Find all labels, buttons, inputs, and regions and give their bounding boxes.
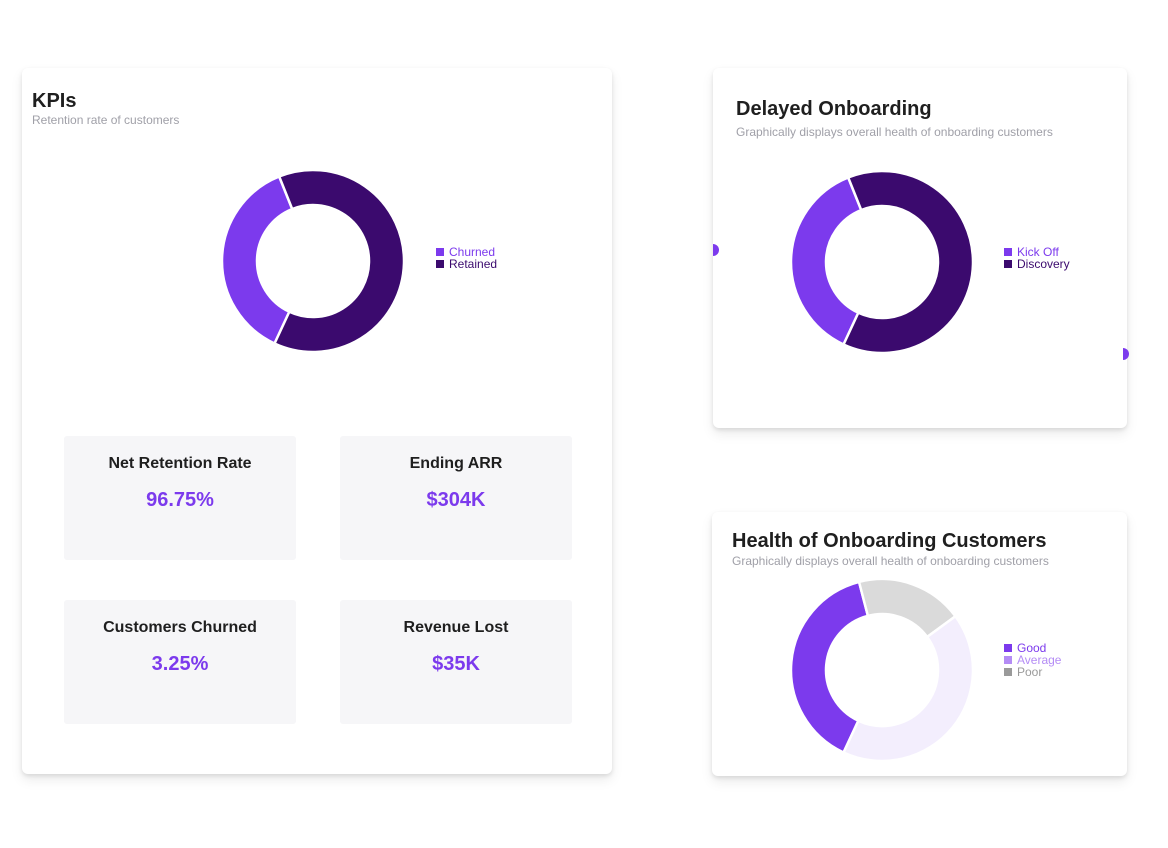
stat-card-net-retention: Net Retention Rate 96.75% [64,436,296,560]
legend-swatch [1004,260,1012,268]
slice-churned [220,174,294,346]
stat-card-customers-churned: Customers Churned 3.25% [64,600,296,724]
legend-swatch [1004,656,1012,664]
health-onboarding-legend: Good Average Poor [1004,642,1061,678]
slice-average [841,614,975,763]
stat-label: Revenue Lost [403,619,509,636]
retention-legend: Churned Retained [436,246,497,270]
health-onboarding-title: Health of Onboarding Customers [732,530,1047,552]
slice-retained [272,168,406,354]
kpis-card: KPIs Retention rate of customers Churned… [22,68,612,774]
slice-kick-off [789,175,863,347]
legend-label: Churned [449,245,496,259]
slice-discovery [841,169,975,355]
stat-label: Ending ARR [409,455,503,472]
legend-item: Poor [1004,666,1061,678]
legend-label: Poor [1017,665,1043,679]
stat-value: $35K [432,653,480,675]
stat-value: 3.25% [151,653,209,675]
legend-item: Kick Off [1004,246,1070,258]
kpis-subtitle: Retention rate of customers [32,113,180,127]
delayed-onboarding-donut-chart [789,169,975,355]
legend-item: Retained [436,258,497,270]
legend-label: Discovery [1017,257,1070,271]
legend-label: Good [1017,641,1047,655]
stat-card-revenue-lost: Revenue Lost $35K [340,600,572,724]
stat-value: 96.75% [146,489,214,511]
delayed-onboarding-card: Delayed Onboarding Graphically displays … [713,68,1127,428]
stat-label: Net Retention Rate [108,455,252,472]
legend-swatch [436,260,444,268]
legend-swatch [1004,644,1012,652]
legend-item: Average [1004,654,1061,666]
legend-swatch [1004,248,1012,256]
legend-label: Kick Off [1017,245,1059,259]
health-onboarding-card: Health of Onboarding Customers Graphical… [712,512,1127,776]
delayed-onboarding-legend: Kick Off Discovery [1004,246,1070,270]
kpis-title: KPIs [32,90,77,112]
decorative-edge [713,244,719,256]
delayed-onboarding-subtitle: Graphically displays overall health of o… [736,125,1053,139]
decorative-edge [1123,348,1129,360]
legend-label: Retained [449,257,498,271]
health-onboarding-subtitle: Graphically displays overall health of o… [732,554,1049,568]
legend-item: Churned [436,246,497,258]
legend-item: Discovery [1004,258,1070,270]
retention-donut-chart [220,168,406,354]
stat-value: $304K [426,489,486,511]
health-onboarding-donut-chart [789,577,975,763]
legend-swatch [1004,668,1012,676]
legend-swatch [436,248,444,256]
stat-card-ending-arr: Ending ARR $304K [340,436,572,560]
stat-label: Customers Churned [103,619,257,636]
slice-good [789,580,870,755]
legend-label: Average [1017,653,1062,667]
legend-item: Good [1004,642,1061,654]
delayed-onboarding-title: Delayed Onboarding [736,98,932,120]
